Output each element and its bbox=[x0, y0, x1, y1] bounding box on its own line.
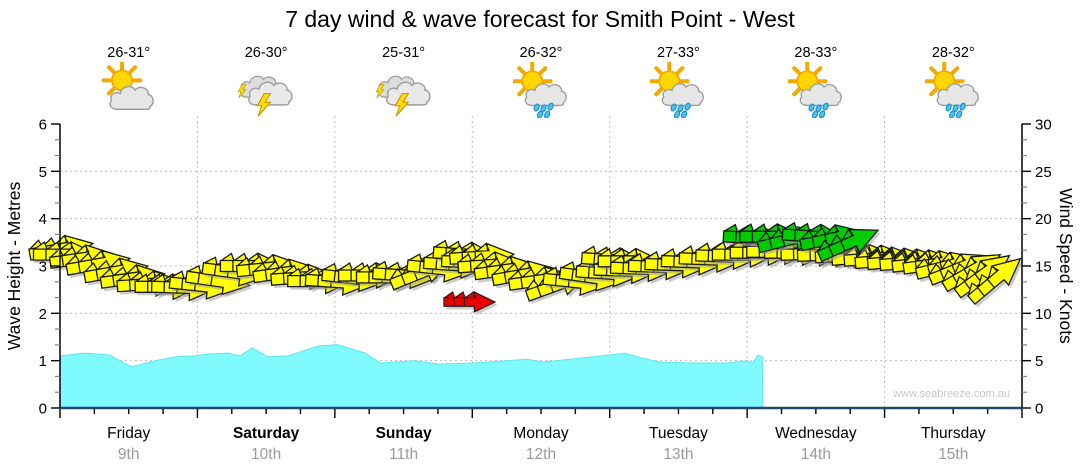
day-date-label: 14th bbox=[801, 446, 831, 463]
left-tick-label: 1 bbox=[39, 353, 47, 370]
day-date-label: 12th bbox=[526, 446, 556, 463]
day-name-label: Thursday bbox=[921, 425, 986, 442]
right-tick-label: 20 bbox=[1035, 211, 1052, 228]
left-tick-label: 4 bbox=[39, 211, 47, 228]
axes: 0 1 2 3 4 5 6 0 5 10 15 20 25 30 bbox=[39, 117, 1052, 418]
right-tick-label: 0 bbox=[1035, 401, 1043, 418]
right-tick-label: 30 bbox=[1035, 117, 1052, 134]
day-name-label: Sunday bbox=[376, 425, 432, 442]
right-tick-label: 10 bbox=[1035, 306, 1052, 323]
left-tick-label: 5 bbox=[39, 164, 47, 181]
day-temp-sunday: 25-31° bbox=[382, 45, 425, 61]
day-date-label: 15th bbox=[938, 446, 968, 463]
day-temp-saturday: 26-30° bbox=[244, 45, 288, 61]
page-title: 7 day wind & wave forecast for Smith Poi… bbox=[285, 6, 795, 32]
day-temp-wednesday: 28-33° bbox=[794, 45, 838, 61]
left-axis-title: Wave Height - Metres bbox=[4, 181, 24, 350]
day-temp-thursday: 28-32° bbox=[931, 45, 975, 61]
right-tick-label: 15 bbox=[1035, 259, 1052, 276]
day-date-label: 9th bbox=[118, 446, 140, 463]
day-name-label: Saturday bbox=[233, 425, 300, 442]
day-name-label: Wednesday bbox=[775, 425, 857, 442]
left-tick-label: 2 bbox=[39, 306, 47, 323]
swell-area bbox=[59, 344, 764, 409]
watermark: www.seabreeze.com.au bbox=[892, 388, 1010, 400]
day-temp-monday: 26-32° bbox=[519, 45, 563, 61]
left-tick-label: 0 bbox=[39, 401, 47, 418]
day-name-label: Tuesday bbox=[649, 425, 708, 442]
left-tick-label: 6 bbox=[39, 117, 47, 134]
right-tick-label: 25 bbox=[1035, 164, 1052, 181]
right-axis-title: Wind Speed - Knots bbox=[1056, 188, 1076, 344]
day-date-label: 13th bbox=[663, 446, 693, 463]
day-labels: Friday 9th Saturday 10th Sunday 11th Monday 12t… bbox=[107, 425, 986, 463]
day-name-label: Friday bbox=[107, 425, 150, 442]
left-tick-label: 3 bbox=[39, 259, 47, 276]
wave-area bbox=[59, 344, 764, 409]
day-temp-tuesday: 27-33° bbox=[656, 45, 700, 61]
day-date-label: 11th bbox=[389, 446, 418, 463]
day-date-label: 10th bbox=[251, 446, 281, 463]
right-tick-label: 5 bbox=[1035, 353, 1043, 370]
wind-arrows bbox=[27, 218, 1031, 315]
day-name-label: Monday bbox=[513, 425, 568, 442]
day-temp-friday: 26-31° bbox=[107, 45, 151, 61]
